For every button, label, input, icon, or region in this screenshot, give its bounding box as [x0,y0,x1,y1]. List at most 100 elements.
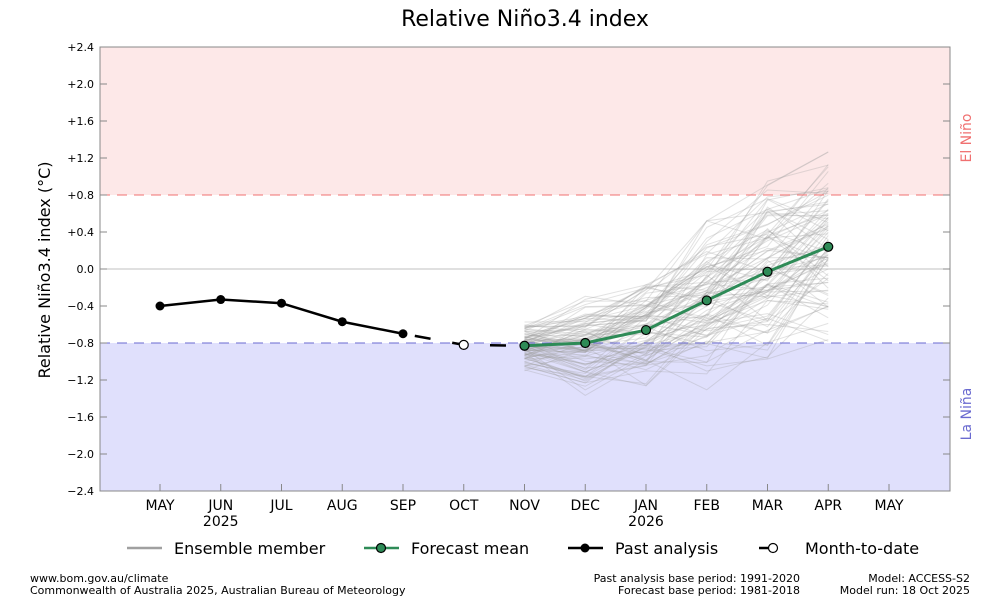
ensemble-member-line [524,213,829,352]
ensemble-member-line [524,283,829,382]
ensemble-member-line [524,171,829,346]
ensemble-member-line [524,257,829,351]
ensemble-member-line [524,235,829,366]
x-tick-label: JUL [269,498,292,514]
ensemble-member-line [524,228,829,373]
el-nino-label: El Niño [959,114,975,163]
ensemble-member-line [524,197,829,342]
ensemble-member-line [524,239,829,365]
forecast-mean-point [519,340,530,351]
ensemble-member-line [524,322,829,397]
x-tick-label: MAY [145,498,175,514]
y-tick-label: 0.0 [77,263,95,276]
ensemble-member-line [524,282,829,352]
ensemble-member-line [524,182,829,329]
ensemble-member-line [524,223,829,340]
past-analysis-point [155,301,165,311]
footer-url: www.bom.gov.au/climate [30,572,169,585]
legend-forecast-mean: Forecast mean [411,539,529,558]
y-tick-label: +0.8 [67,189,94,202]
ensemble-member-line [524,210,829,338]
past-analysis-point [216,295,226,305]
past-analysis-point [398,329,408,339]
legend-past-analysis: Past analysis [615,539,718,558]
x-tick-label: OCT [449,498,479,514]
month-to-date-point [458,339,469,350]
ensemble-member-line [524,236,829,347]
y-tick-label: −0.4 [67,300,94,313]
forecast-mean-point [580,337,591,349]
ensemble-member-line [524,187,829,343]
ensemble-member-line [524,262,829,358]
past-analysis-point [277,298,286,308]
ensemble-member-line [524,166,829,344]
past-analysis-point [337,317,347,327]
ensemble-member-line [524,313,829,387]
ensemble-member-line [524,200,829,339]
ensemble-member-line [524,188,829,352]
ensemble-member-line [524,233,829,335]
ensemble-member-line [524,203,829,354]
x-tick-label: JUN [207,498,233,514]
ensemble-member-line [524,194,829,352]
forecast-mean-point [762,266,773,277]
la-nina-region [100,343,950,491]
ensemble-member-line [524,246,829,337]
ensemble-member-line [524,208,829,328]
legend-ensemble: Ensemble member [174,539,326,558]
y-tick-label: −2.4 [67,485,94,498]
ensemble-member-line [524,300,829,387]
ensemble-member-line [524,212,829,328]
ensemble-member-line [524,225,829,323]
ensemble-member-line [524,217,829,365]
ensemble-member-line [524,299,829,384]
chart-title: Relative Niño3.4 index [401,7,649,32]
ensemble-member-line [524,198,829,330]
y-axis-label: Relative Niño3.4 index (°C) [35,162,54,379]
ensemble-member-line [524,206,829,329]
legend: Ensemble member Forecast mean Past analy… [127,539,919,558]
ensemble-member-line [524,249,829,350]
ensemble-member-line [524,239,829,377]
ensemble-member-line [524,254,829,340]
ensemble-member-line [524,323,829,387]
ensemble-member-line [524,190,829,332]
ensemble-member-line [524,273,829,380]
plot-area: +2.4 +2.0 +1.6 +1.2 +0.8 +0.4 0.0 −0.4 −0.8 −1.2 −… [67,41,951,530]
ensemble-member-line [524,258,829,385]
ensemble-member-line [524,250,829,366]
ensemble-member-line [524,289,829,378]
ensemble-member-line [524,209,829,332]
ensemble-member-line [524,198,829,342]
forecast-mean-point [701,295,712,306]
y-tick-label: −1.2 [67,374,94,387]
ensemble-member-line [524,306,829,373]
ensemble-member-line [524,297,829,381]
footer-copyright: Commonwealth of Australia 2025, Australi… [30,584,406,597]
y-tick-label: +2.4 [67,41,94,54]
ensemble-member-line [524,212,829,352]
ensemble-member-line [524,190,829,339]
y-tick-label: +2.0 [67,78,94,91]
footer-model: Model: ACCESS-S2 [868,572,970,585]
ensemble-member-line [524,216,829,346]
ensemble-member-line [524,151,829,343]
x-tick-label: MAR [752,498,784,514]
y-tick-label: −2.0 [67,448,94,461]
ensemble-member-line [524,265,829,366]
y-tick-label: +1.2 [67,152,94,165]
ensemble-member-line [524,294,829,384]
footer-past-base: Past analysis base period: 1991-2020 [594,572,800,585]
x-tick-label: SEP [390,498,416,514]
ensemble-member-line [524,215,829,352]
ensemble-member-line [524,214,829,349]
la-nina-label: La Niña [959,388,975,441]
x-tick-label: DEC [571,498,601,514]
ensemble-member-line [524,243,829,353]
ensemble-member-line [524,253,829,369]
y-tick-label: −1.6 [67,411,94,424]
ensemble-member-line [524,190,829,340]
ensemble-member-line [524,229,829,353]
ensemble-member-line [524,257,829,360]
